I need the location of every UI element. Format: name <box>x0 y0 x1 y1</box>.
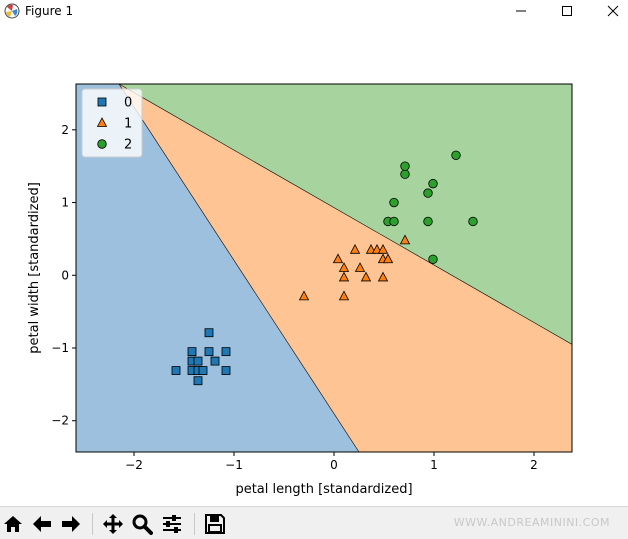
forward-arrow-icon <box>62 516 80 532</box>
zoom-icon <box>132 514 153 535</box>
x-tick-label: −1 <box>225 458 243 472</box>
data-point-class-1 <box>338 262 350 272</box>
data-point-class-1 <box>399 234 411 245</box>
data-point-class-1 <box>338 271 350 282</box>
toolbar-separator <box>194 513 195 535</box>
y-tick-label: 2 <box>61 123 69 137</box>
data-point-class-0 <box>193 356 203 366</box>
y-tick-label: 0 <box>61 268 69 282</box>
decision-region-0 <box>76 84 359 452</box>
app-icon <box>4 3 20 19</box>
watermark-text: WWW.ANDREAMININI.COM <box>453 516 610 529</box>
data-point-class-2 <box>428 178 438 189</box>
save-icon <box>205 514 225 534</box>
legend-marker-0 <box>97 97 107 107</box>
x-axis: −2 −1 0 1 2 <box>125 452 538 472</box>
back-button[interactable] <box>29 511 55 537</box>
data-point-class-0 <box>221 366 231 375</box>
data-point-class-0 <box>221 347 231 357</box>
configure-subplots-icon <box>163 515 181 533</box>
data-point-class-0 <box>193 376 203 386</box>
data-point-class-0 <box>171 366 181 375</box>
y-tick-label: −1 <box>51 341 69 355</box>
configure-subplots-button[interactable] <box>159 511 185 537</box>
legend-marker-1 <box>96 117 108 127</box>
data-point-class-0 <box>210 356 220 366</box>
legend-label-0: 0 <box>124 96 132 111</box>
y-tick-label: 1 <box>61 196 69 210</box>
home-button[interactable] <box>0 511 26 537</box>
data-point-class-1 <box>332 253 344 264</box>
home-icon <box>4 516 22 532</box>
axes-frame <box>75 83 573 453</box>
back-arrow-icon <box>33 516 51 532</box>
data-point-class-2 <box>400 161 410 171</box>
legend-marker-2 <box>97 139 107 149</box>
x-tick-label: 2 <box>530 458 538 472</box>
legend-frame <box>81 88 143 158</box>
data-point-class-2 <box>428 254 438 264</box>
y-tick-label: −2 <box>51 414 69 428</box>
data-point-class-1 <box>298 290 310 301</box>
x-axis-label: petal length [standardized] <box>235 482 412 497</box>
decision-boundary-0-1 <box>118 84 360 452</box>
pan-icon <box>103 514 123 534</box>
title-bar: Figure 1 <box>0 0 628 22</box>
x-tick-label: 1 <box>430 458 438 472</box>
data-point-class-2 <box>423 188 433 198</box>
data-point-class-1 <box>360 271 372 282</box>
data-point-class-1 <box>338 290 350 301</box>
data-point-class-2 <box>468 216 478 227</box>
y-axis: −2 −1 0 1 2 <box>51 123 76 428</box>
y-axis-label: petal width [standardized] <box>27 182 42 354</box>
pan-button[interactable] <box>100 511 126 537</box>
data-point-class-2 <box>423 216 433 227</box>
legend: 0 1 2 <box>81 88 143 158</box>
data-point-class-1 <box>354 262 366 272</box>
data-point-class-2 <box>451 150 461 160</box>
data-point-class-1 <box>349 243 361 254</box>
data-point-class-0 <box>204 328 214 338</box>
maximize-button[interactable] <box>544 0 590 22</box>
forward-button[interactable] <box>58 511 84 537</box>
maximize-icon <box>562 6 572 16</box>
navigation-toolbar: WWW.ANDREAMININI.COM <box>0 506 628 539</box>
figure-canvas[interactable]: −2 −1 0 1 2 −2 −1 0 1 2 petal length [standardiz… <box>0 22 628 506</box>
data-point-class-0 <box>187 347 197 357</box>
close-button[interactable] <box>590 0 628 22</box>
toolbar-separator <box>92 513 93 535</box>
decision-boundary-1-2 <box>118 84 572 345</box>
data-point-class-2 <box>389 197 399 208</box>
x-tick-label: 0 <box>330 458 338 472</box>
data-point-class-1 <box>377 243 389 254</box>
chart-regions <box>76 84 572 452</box>
save-button[interactable] <box>202 511 228 537</box>
zoom-button[interactable] <box>129 511 155 537</box>
data-point-class-1 <box>382 253 394 264</box>
data-point-class-2 <box>389 216 399 227</box>
data-point-class-1 <box>377 271 389 282</box>
minimize-icon <box>516 10 526 12</box>
data-point-class-0 <box>204 347 214 357</box>
data-point-class-2 <box>400 169 410 179</box>
x-tick-label: −2 <box>125 458 143 472</box>
minimize-button[interactable] <box>498 0 544 22</box>
data-point-class-0 <box>198 366 208 375</box>
close-icon <box>607 5 619 17</box>
window-title: Figure 1 <box>25 4 74 18</box>
legend-label-1: 1 <box>124 117 132 132</box>
scatter-points <box>171 150 478 386</box>
legend-label-2: 2 <box>124 138 132 153</box>
decision-region-chart: −2 −1 0 1 2 −2 −1 0 1 2 petal length [standardiz… <box>27 83 573 497</box>
